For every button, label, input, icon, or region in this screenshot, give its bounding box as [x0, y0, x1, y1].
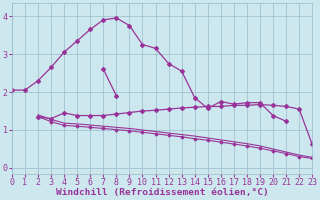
X-axis label: Windchill (Refroidissement éolien,°C): Windchill (Refroidissement éolien,°C): [56, 188, 268, 197]
